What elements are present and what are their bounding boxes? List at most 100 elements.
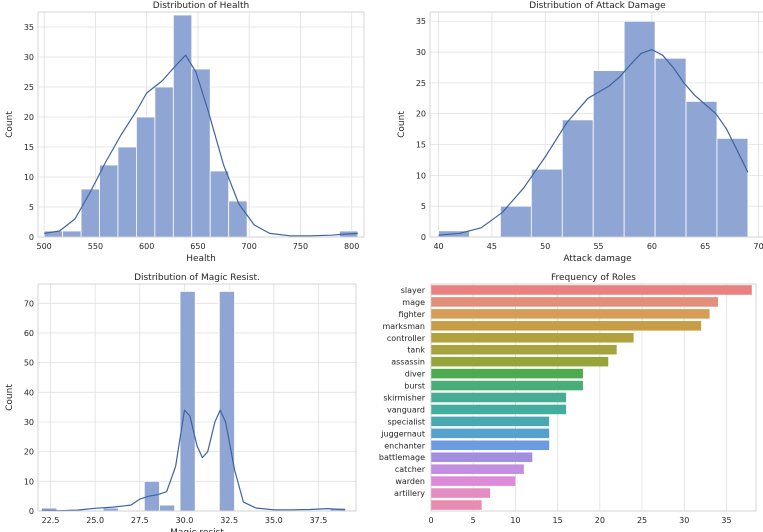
y-tick-label: 0 (421, 233, 426, 242)
kde-line (41, 409, 346, 512)
y-tick-label: 70 (24, 299, 34, 308)
x-axis-label: Magic resist (170, 528, 224, 532)
x-tick-label: 50 (540, 242, 550, 251)
histogram-bar (209, 170, 230, 238)
role-label: burst (404, 382, 425, 391)
role-label: diver (405, 370, 426, 379)
y-tick-label: 40 (24, 388, 34, 397)
role-bar (431, 404, 567, 415)
role-bar (431, 309, 710, 319)
histogram-bar (685, 100, 718, 238)
histogram-bar (716, 137, 749, 238)
y-tick-label: 25 (416, 79, 426, 88)
role-label: assassin (391, 358, 425, 367)
chart-title: Distribution of Attack Damage (529, 1, 666, 11)
role-bar (431, 380, 583, 391)
kde-line (44, 54, 358, 237)
x-axis-label: Attack damage (563, 254, 632, 264)
x-tick-label: 30 (679, 516, 689, 525)
histogram-bar (159, 504, 176, 512)
histogram-bar (592, 70, 625, 238)
role-bar (431, 344, 617, 355)
plot-frame (429, 11, 763, 238)
x-tick-label: 10 (510, 516, 520, 525)
x-tick-label: 30.0 (176, 516, 194, 525)
y-tick-label: 5 (421, 202, 426, 211)
magic-resist-histogram-panel: 0 10 20 30 40 50 60 70 22.5 25.0 27.5 30.0 32.5 35.0 3… (5, 273, 357, 532)
histogram-bar (500, 205, 532, 238)
x-tick-label: 37.5 (310, 516, 328, 525)
histogram-bar (218, 291, 235, 512)
x-tick-label: 60 (647, 242, 657, 251)
role-label: catcher (395, 465, 426, 474)
role-label: marksman (382, 322, 425, 331)
x-tick-label: 700 (242, 242, 257, 251)
role-label: fighter (398, 310, 425, 319)
role-bar (431, 392, 567, 403)
y-axis-label: Count (5, 111, 15, 138)
role-label: tank (407, 346, 425, 355)
y-tick-label: 20 (416, 110, 426, 119)
x-tick-label: 750 (293, 242, 308, 251)
y-tick-label: 0 (29, 507, 34, 516)
histogram-bar (80, 188, 100, 238)
x-tick-label: 0 (428, 516, 433, 525)
histogram-bar (117, 146, 137, 238)
plot-frame (430, 283, 757, 512)
y-axis-label: Count (397, 111, 407, 138)
histogram-bar (99, 164, 119, 238)
y-tick-label: 15 (416, 141, 426, 150)
y-tick-label: 25 (24, 83, 34, 92)
attack-damage-histogram-panel: 0 5 10 15 20 25 30 35 40 45 50 55 60 65 70 Distribution… (397, 1, 763, 264)
role-label: juggernaut (380, 429, 425, 438)
kde-line (438, 48, 749, 236)
y-tick-label: 10 (24, 477, 34, 486)
role-bar (431, 332, 634, 343)
chart-title: Frequency of Roles (551, 273, 636, 283)
x-tick-label: 500 (37, 242, 52, 251)
histogram-bar (561, 119, 594, 238)
x-tick-label: 600 (139, 242, 154, 251)
plot-frame (37, 11, 365, 238)
y-tick-label: 30 (24, 53, 34, 62)
role-bar (431, 452, 533, 463)
y-tick-label: 15 (24, 143, 34, 152)
chart-title: Distribution of Magic Resist. (134, 273, 260, 283)
x-tick-label: 45 (487, 242, 497, 251)
histogram-bar (530, 168, 563, 238)
histogram-bar (102, 507, 119, 512)
x-tick-label: 22.5 (42, 516, 60, 525)
health-histogram-panel: 0 5 10 15 20 25 30 35 500 550 600 650 700 750 800 Distr… (5, 1, 365, 264)
y-tick-label: 20 (24, 113, 34, 122)
plot-frame (37, 283, 357, 512)
x-tick-label: 55 (593, 242, 603, 251)
chart-title: Distribution of Health (153, 1, 249, 11)
x-tick-label: 550 (88, 242, 103, 251)
histogram-bar (154, 86, 174, 238)
role-label: mage (402, 298, 425, 307)
histogram-bar (654, 57, 687, 238)
x-tick-label: 800 (344, 242, 359, 251)
histogram-bar (62, 230, 82, 238)
role-label: skirmisher (383, 394, 425, 403)
y-tick-label: 10 (24, 173, 34, 182)
x-tick-label: 20 (595, 516, 605, 525)
y-tick-label: 35 (24, 23, 34, 32)
role-bar (431, 464, 524, 474)
x-axis-label: Health (186, 254, 216, 264)
role-label: slayer (401, 286, 426, 295)
role-label: enchanter (384, 441, 425, 450)
role-label: specialist (388, 417, 425, 426)
y-axis-label: Count (5, 384, 15, 411)
histogram-bar (623, 20, 656, 238)
role-bar (431, 428, 550, 439)
x-tick-label: 650 (190, 242, 205, 251)
role-bar (431, 297, 719, 307)
x-tick-label: 35.0 (265, 516, 283, 525)
x-tick-label: 40 (433, 242, 443, 251)
x-tick-label: 25 (637, 516, 647, 525)
x-tick-label: 5 (471, 516, 476, 525)
role-bar (431, 356, 609, 367)
role-bar (431, 416, 550, 427)
